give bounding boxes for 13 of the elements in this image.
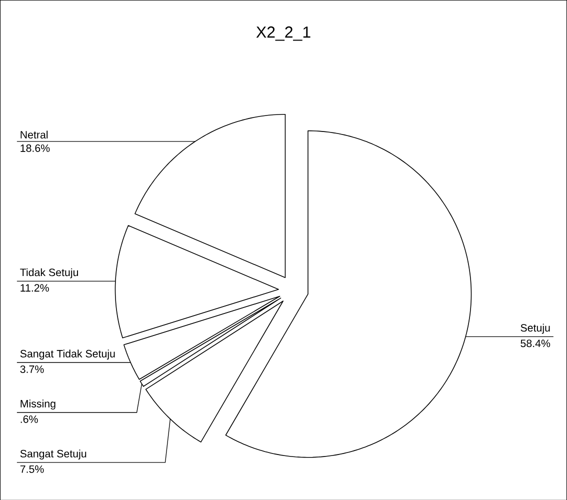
slice-label: Sangat Tidak Setuju xyxy=(20,349,115,360)
data-label: 18.6% xyxy=(20,144,50,152)
chart-title: X2_2_1 xyxy=(256,26,310,41)
data-label: 3.7% xyxy=(20,365,44,373)
data-label: .6% xyxy=(20,415,38,423)
slice-label: Netral xyxy=(20,130,48,138)
slice-label: Setuju xyxy=(520,324,550,334)
slice-label: Sangat Setuju xyxy=(20,449,86,460)
slice-label: Missing xyxy=(20,399,56,410)
slice-label: Tidak Setuju xyxy=(20,268,78,278)
data-label: 58.4% xyxy=(520,339,550,347)
data-label: 11.2% xyxy=(20,284,49,292)
data-label: 7.5% xyxy=(20,465,44,473)
